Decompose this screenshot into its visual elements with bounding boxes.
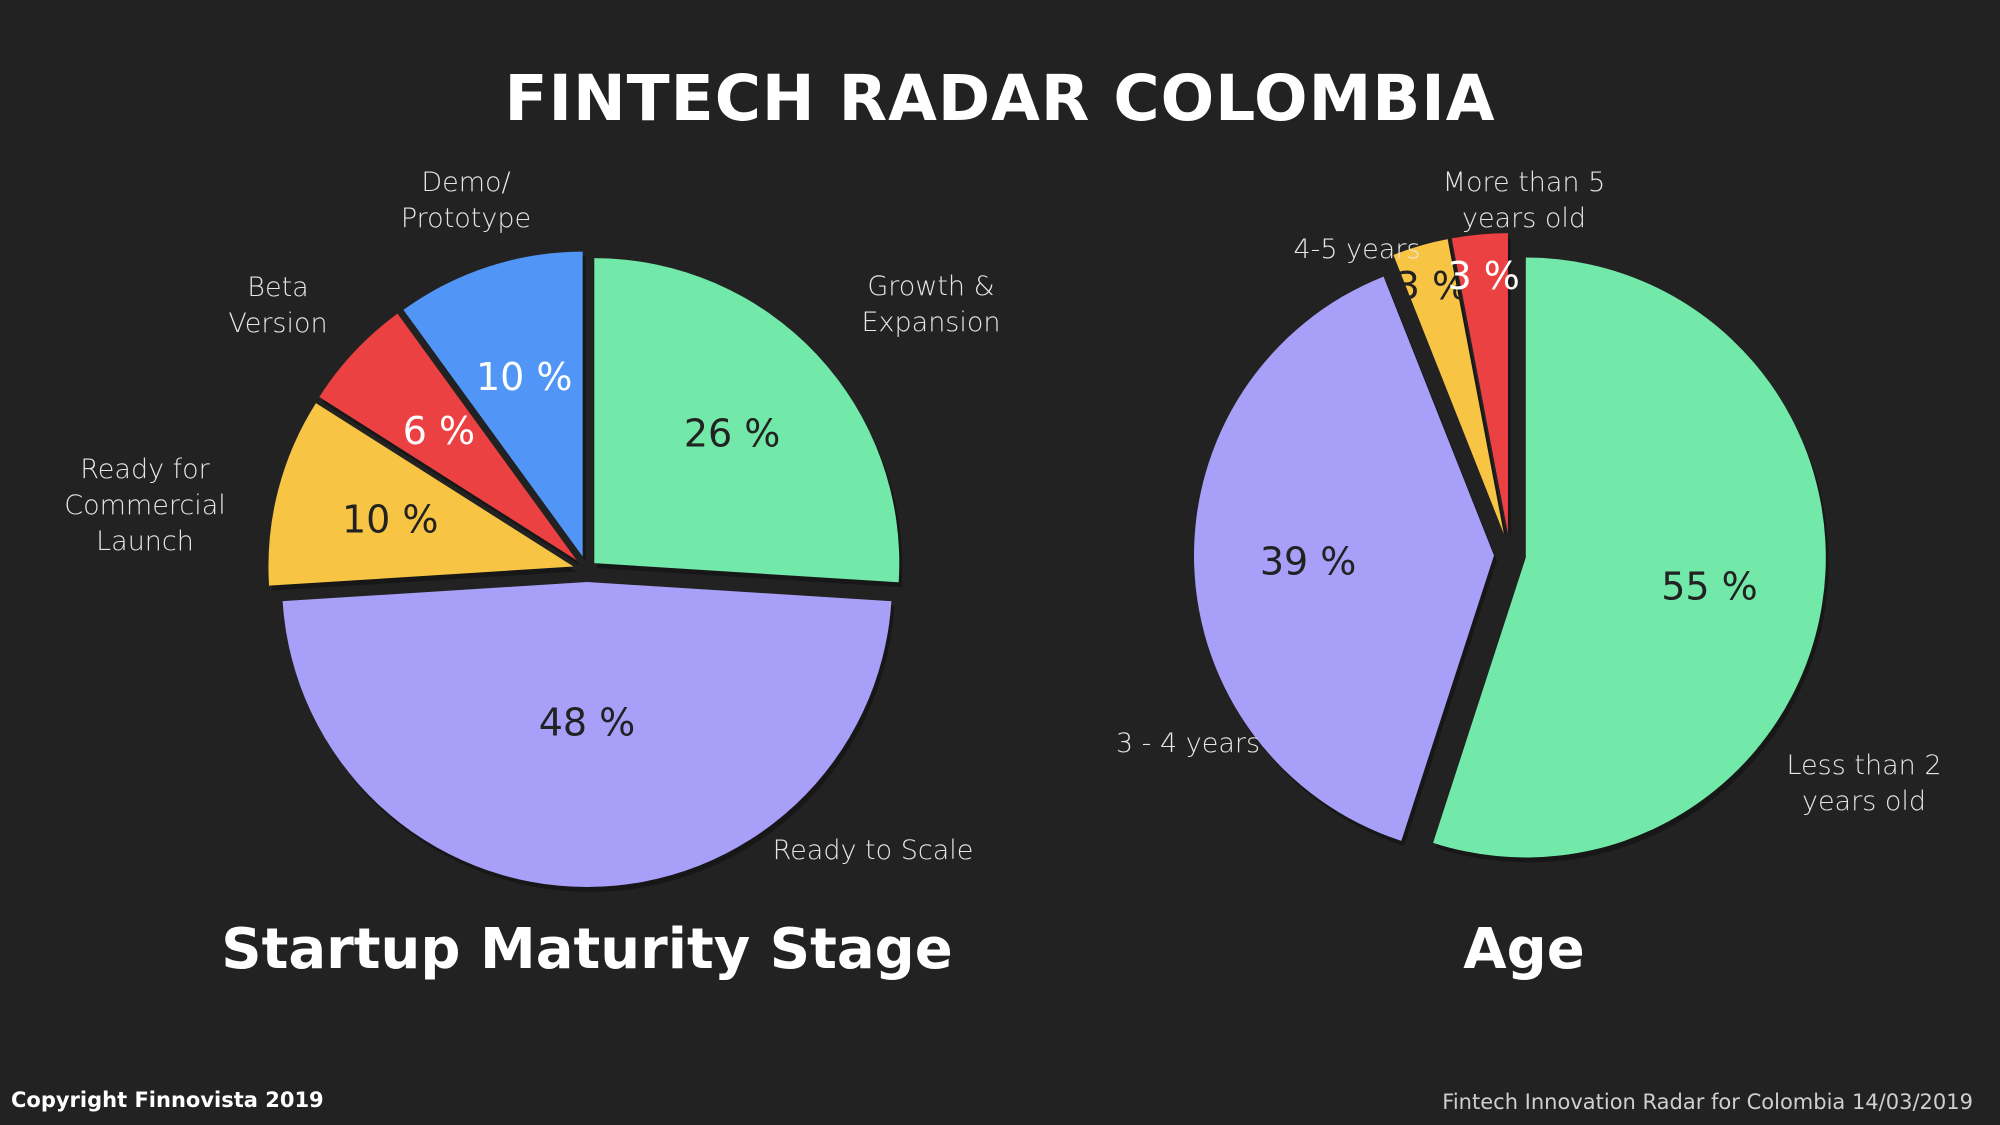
pie-slice [403,251,583,557]
slice-value-label: 6 % [403,409,475,453]
age-chart-title: Age [1463,917,1584,982]
slice-category-label: Ready to Scale [773,835,974,866]
slice-value-label: 39 % [1260,539,1357,583]
copyright-text: Copyright Finnovista 2019 [11,1088,324,1112]
pie-slice [1451,233,1508,534]
slice-category-label: 3 - 4 years [1116,728,1260,759]
maturity-chart-title: Startup Maturity Stage [221,917,952,982]
maturity-pie-chart: 26 % Growth & Expansion 48 % Ready to Scale 1… [64,167,1001,893]
slice-value-label: 3 % [1396,264,1468,308]
pie-slice [1194,276,1495,841]
slice-category-label: Beta Version [228,272,327,339]
slice-category-label: Ready for Commercial Launch [64,454,226,557]
slice-category-label: 4-5 years [1294,234,1421,265]
age-pie-chart: 55 % Less than 2 years old 39 % 3 - 4 years 3… [1116,167,1942,863]
pie-slice [319,313,577,561]
slice-category-label: More than 5 years old [1443,167,1606,234]
page-title: FINTECH RADAR COLOMBIA [504,62,1496,135]
slice-value-label: 3 % [1447,254,1519,298]
slice-value-label: 10 % [476,355,573,399]
slice-value-label: 48 % [539,700,636,744]
pie-slice [1433,257,1826,858]
slice-value-label: 10 % [342,497,439,541]
pie-slice [594,258,900,583]
footer-note: Fintech Innovation Radar for Colombia 14… [1442,1090,1973,1114]
slice-value-label: 26 % [684,412,781,456]
pie-slice [282,582,892,887]
slice-category-label: Growth & Expansion [861,271,1000,338]
slice-category-label: Less than 2 years old [1786,750,1941,817]
pie-slice [1393,239,1504,534]
slice-value-label: 55 % [1661,565,1758,609]
pie-slice [268,403,574,586]
slice-category-label: Demo/Prototype [401,167,531,234]
